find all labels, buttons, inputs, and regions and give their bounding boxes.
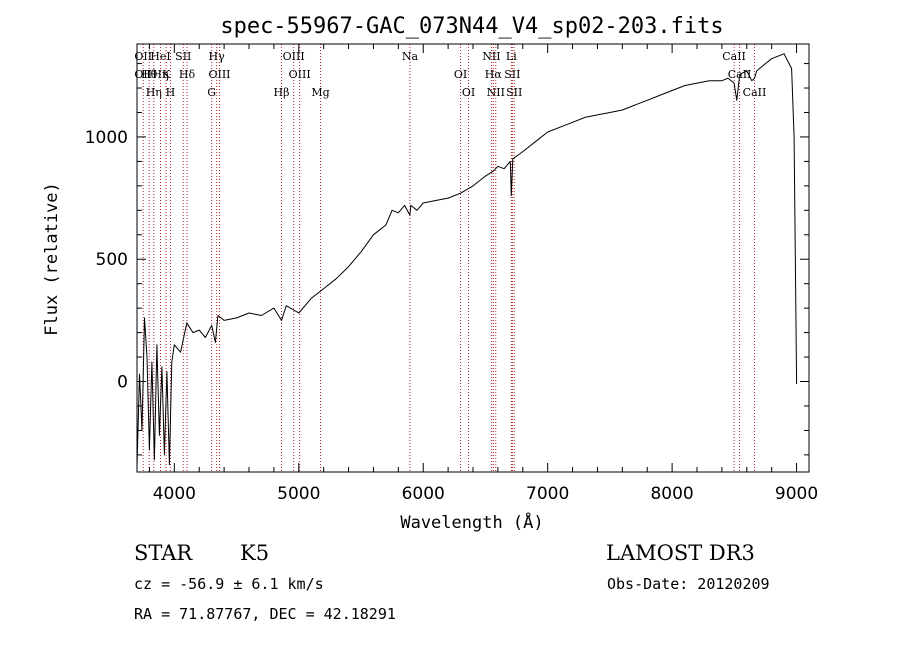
line-marker-label: Hδ: [179, 68, 196, 81]
line-marker-label: H: [166, 86, 176, 99]
line-marker-label: Hη: [152, 68, 168, 81]
line-marker-label: OI: [454, 68, 467, 81]
coordinates: RA = 71.87767, DEC = 42.18291: [134, 605, 396, 623]
line-marker-label: K: [162, 68, 171, 81]
line-marker-label: OII: [134, 50, 152, 63]
line-marker-label: Hθ: [141, 68, 158, 81]
line-marker-label: OI: [462, 86, 475, 99]
line-marker-label: NII: [482, 50, 500, 63]
y-tick-label: 500: [96, 250, 128, 270]
line-marker-label: HeI: [150, 50, 170, 63]
line-marker-label: SII: [504, 68, 520, 81]
plot-frame: [136, 43, 810, 473]
object-class: STAR: [134, 541, 193, 565]
line-marker-label: OIII: [283, 50, 305, 63]
x-tick-label: 5000: [277, 484, 320, 504]
line-marker-label: CaII: [722, 50, 746, 63]
line-marker-label: OIII: [208, 68, 230, 81]
line-marker-label: SII: [175, 50, 191, 63]
object-subclass: K5: [240, 541, 269, 565]
line-marker-labels: OIIOIIHθHηHeIHηKHSIIHδGHγOIIIHβOIIIOIIIM…: [134, 50, 766, 99]
line-marker-label: SII: [506, 86, 522, 99]
x-tick-label: 4000: [153, 484, 196, 504]
line-marker-label: Hα: [485, 68, 503, 81]
survey-name: LAMOST DR3: [606, 541, 755, 565]
line-marker-label: Hη: [146, 86, 162, 99]
x-axis-label: Wavelength (Å): [400, 511, 543, 533]
x-axis-ticks: 4000 5000 6000 7000 8000 9000: [148, 44, 818, 504]
x-tick-label: 6000: [402, 484, 445, 504]
y-axis-label: Flux (relative): [42, 182, 62, 336]
spectrum-line: [136, 53, 798, 468]
x-tick-label: 8000: [650, 484, 693, 504]
line-marker-label: CaII: [743, 86, 767, 99]
line-marker-label: NII: [487, 86, 505, 99]
redshift-cz: cz = -56.9 ± 6.1 km/s: [134, 575, 324, 593]
line-marker-label: Li: [506, 50, 517, 63]
x-tick-label: 9000: [775, 484, 818, 504]
observation-date: Obs-Date: 20120209: [607, 575, 770, 593]
y-tick-label: 0: [117, 373, 128, 393]
x-tick-label: 7000: [526, 484, 569, 504]
line-marker-label: Na: [402, 50, 419, 63]
line-marker-label: OIII: [289, 68, 311, 81]
chart-title: spec-55967-GAC_073N44_V4_sp02-203.fits: [220, 14, 723, 39]
line-marker-label: Hβ: [274, 86, 290, 99]
line-marker-label: Hγ: [209, 50, 226, 63]
line-markers: [142, 44, 755, 472]
y-tick-label: 1000: [85, 128, 128, 148]
line-marker-label: Mg: [311, 86, 329, 99]
line-marker-label: G: [207, 86, 216, 99]
line-marker-label: OII: [134, 68, 152, 81]
y-axis-ticks: 0 500 1000: [85, 63, 809, 456]
